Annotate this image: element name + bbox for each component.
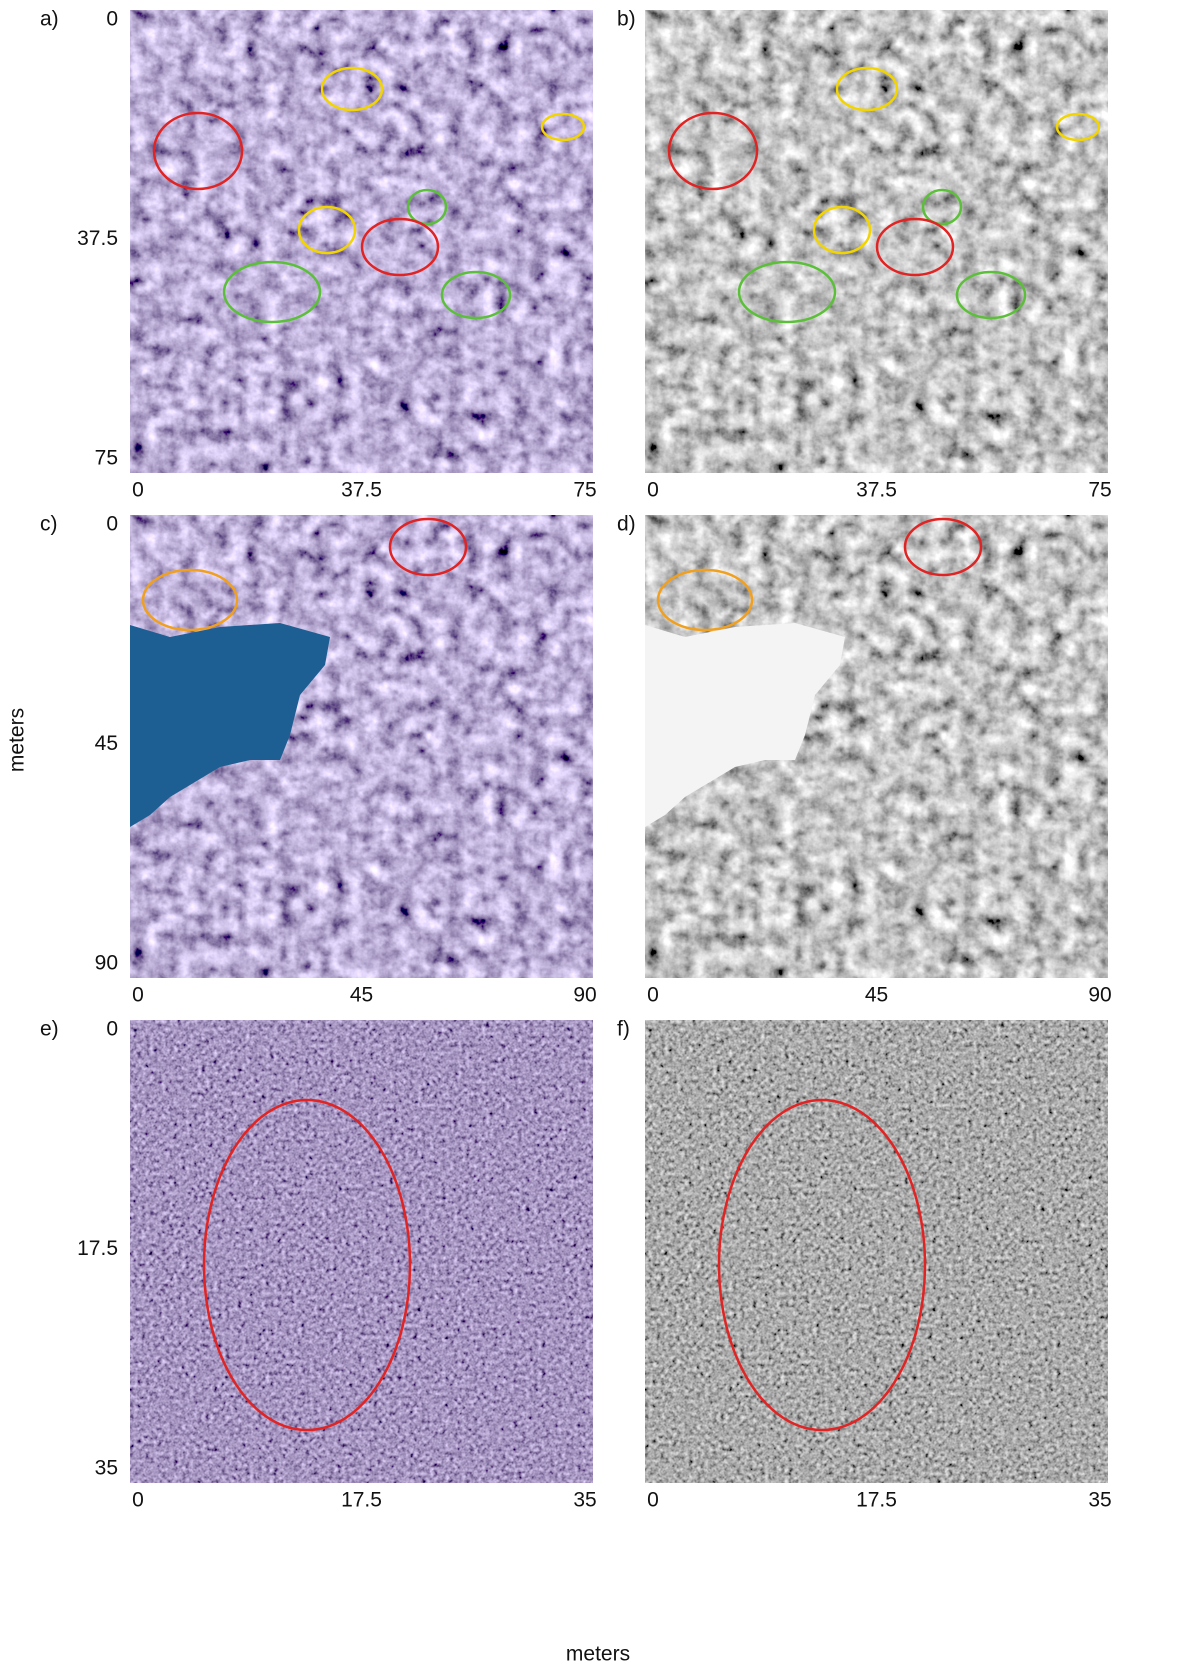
panel: [130, 515, 593, 978]
x-tick-label: 37.5: [341, 479, 382, 502]
x-tick-label: 37.5: [856, 479, 897, 502]
panel: [130, 10, 593, 473]
x-tick-label: 90: [1088, 984, 1111, 1007]
x-tick-label: 0: [647, 1489, 659, 1512]
panel-label: e): [40, 1018, 59, 1041]
panel-label: a): [40, 8, 59, 31]
panel: [645, 10, 1108, 473]
x-tick-label: 0: [132, 1489, 144, 1512]
x-tick-label: 45: [865, 984, 888, 1007]
y-tick-label: 75: [95, 447, 118, 470]
figure: meters meters a) 0 37.5 75 0 37.5 75 b) 0 37.5 75 c…: [0, 0, 1196, 1673]
x-tick-label: 0: [132, 479, 144, 502]
panel-texture: [645, 1020, 1108, 1483]
panel-label: d): [617, 513, 636, 536]
x-tick-label: 0: [647, 479, 659, 502]
x-tick-label: 75: [573, 479, 596, 502]
x-tick-label: 45: [350, 984, 373, 1007]
panel-texture: [130, 1020, 593, 1483]
panel-label: c): [40, 513, 58, 536]
y-tick-label: 0: [106, 8, 118, 31]
y-tick-label: 37.5: [77, 227, 118, 250]
x-tick-label: 35: [1088, 1489, 1111, 1512]
x-tick-label: 75: [1088, 479, 1111, 502]
panel: [645, 1020, 1108, 1483]
y-tick-label: 35: [95, 1457, 118, 1480]
y-tick-label: 45: [95, 732, 118, 755]
x-tick-label: 17.5: [856, 1489, 897, 1512]
x-tick-label: 90: [573, 984, 596, 1007]
panel: [645, 515, 1108, 978]
x-axis-label: meters: [566, 1643, 630, 1666]
y-tick-label: 90: [95, 952, 118, 975]
y-tick-label: 0: [106, 1018, 118, 1041]
x-tick-label: 0: [647, 984, 659, 1007]
y-tick-label: 0: [106, 513, 118, 536]
x-tick-label: 0: [132, 984, 144, 1007]
x-tick-label: 35: [573, 1489, 596, 1512]
panel-label: f): [617, 1018, 630, 1041]
panel: [130, 1020, 593, 1483]
panel-label: b): [617, 8, 636, 31]
y-tick-label: 17.5: [77, 1237, 118, 1260]
x-tick-label: 17.5: [341, 1489, 382, 1512]
y-axis-label: meters: [6, 708, 29, 772]
